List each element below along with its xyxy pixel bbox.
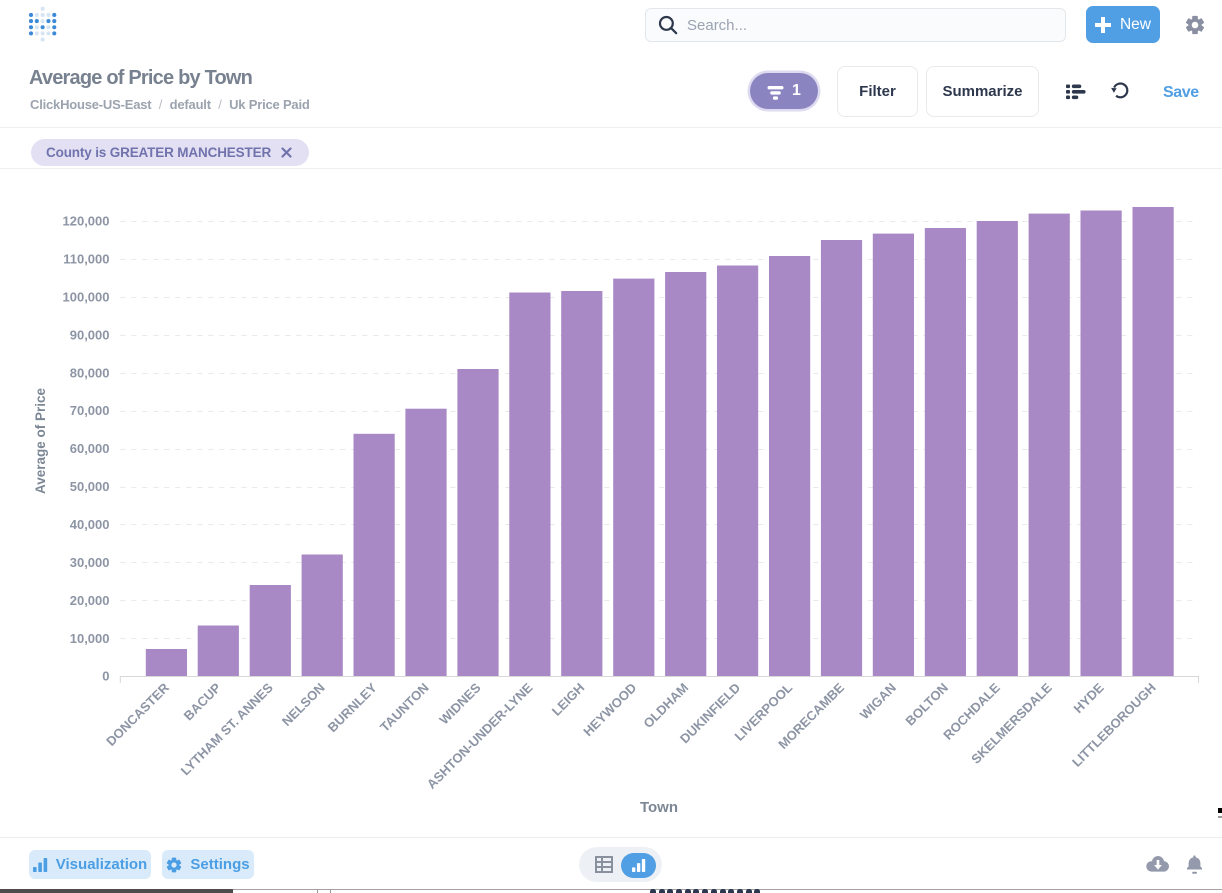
svg-text:LEIGH: LEIGH — [549, 680, 588, 719]
svg-text:TAUNTON: TAUNTON — [377, 680, 432, 735]
svg-text:HEYWOOD: HEYWOOD — [580, 680, 639, 739]
svg-text:WIGAN: WIGAN — [857, 680, 899, 722]
svg-text:LYTHAM ST. ANNES: LYTHAM ST. ANNES — [178, 680, 277, 779]
svg-text:30,000: 30,000 — [70, 555, 110, 570]
svg-text:DONCASTER: DONCASTER — [103, 680, 172, 749]
svg-text:70,000: 70,000 — [70, 403, 110, 418]
svg-text:Town: Town — [640, 799, 678, 816]
svg-text:90,000: 90,000 — [70, 327, 110, 342]
svg-text:40,000: 40,000 — [70, 517, 110, 532]
svg-text:BACUP: BACUP — [181, 680, 225, 724]
svg-text:10,000: 10,000 — [70, 631, 110, 646]
svg-text:80,000: 80,000 — [70, 365, 110, 380]
svg-text:120,000: 120,000 — [63, 214, 110, 229]
svg-text:60,000: 60,000 — [70, 441, 110, 456]
svg-text:ASHTON-UNDER-LYNE: ASHTON-UNDER-LYNE — [424, 680, 536, 792]
svg-text:BOLTON: BOLTON — [902, 680, 951, 729]
svg-text:WIDNES: WIDNES — [436, 680, 484, 728]
svg-text:110,000: 110,000 — [63, 252, 109, 267]
svg-text:OLDHAM: OLDHAM — [640, 680, 691, 731]
svg-text:20,000: 20,000 — [70, 593, 110, 608]
svg-text:BURNLEY: BURNLEY — [325, 680, 380, 735]
svg-text:HYDE: HYDE — [1071, 680, 1107, 716]
svg-text:Average of Price: Average of Price — [33, 387, 48, 494]
svg-text:50,000: 50,000 — [70, 479, 110, 494]
svg-text:NELSON: NELSON — [279, 680, 328, 729]
svg-text:100,000: 100,000 — [63, 289, 110, 304]
svg-text:0: 0 — [102, 669, 109, 684]
